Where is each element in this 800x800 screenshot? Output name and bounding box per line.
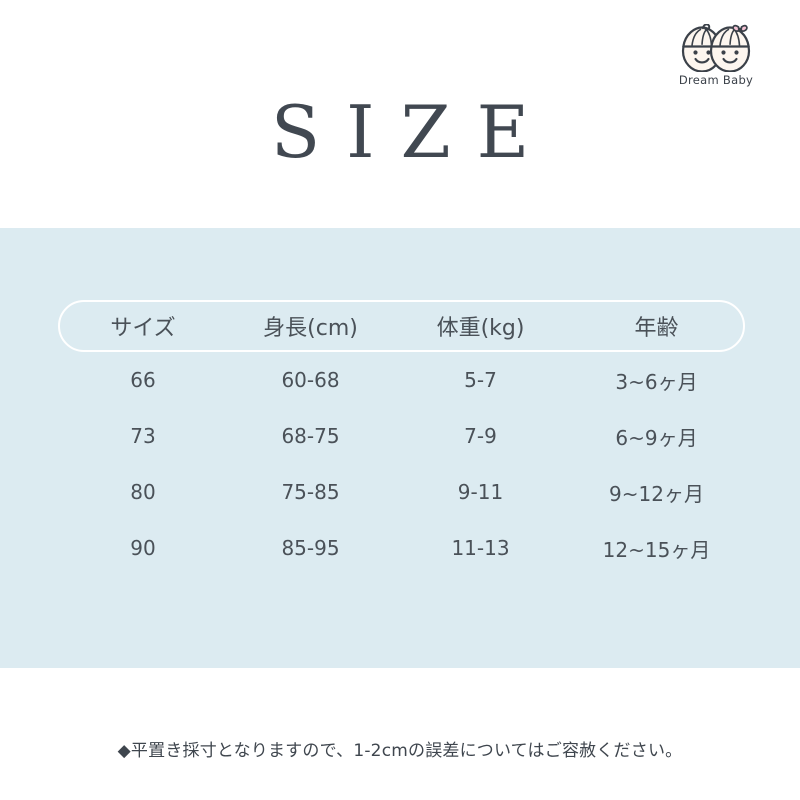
cell-weight: 9-11 bbox=[457, 480, 504, 504]
table-header-pill bbox=[58, 300, 745, 352]
title-band bbox=[0, 0, 800, 228]
brand-logo: Dream Baby bbox=[660, 24, 772, 90]
brand-name: Dream Baby bbox=[678, 73, 754, 87]
table-row: 66 60-68 5-7 3~6ヶ月 bbox=[58, 352, 745, 408]
cell-size: 80 bbox=[130, 480, 156, 504]
twin-babies-icon bbox=[681, 24, 751, 72]
bow-icon bbox=[732, 24, 748, 33]
table-header-row: サイズ 身長(cm) 体重(kg) 年齢 bbox=[58, 300, 745, 352]
table-row: 80 75-85 9-11 9~12ヶ月 bbox=[58, 464, 745, 520]
cell-size: 90 bbox=[130, 536, 156, 560]
cell-age: 9~12ヶ月 bbox=[609, 481, 704, 506]
cell-height: 75-85 bbox=[281, 480, 340, 504]
column-header-age: 年齢 bbox=[634, 316, 679, 341]
cell-size: 73 bbox=[130, 424, 156, 448]
column-header-height: 身長(cm) bbox=[263, 316, 358, 341]
column-header-weight: 体重(kg) bbox=[436, 316, 525, 341]
cell-weight: 5-7 bbox=[464, 368, 497, 392]
cell-weight: 11-13 bbox=[451, 536, 510, 560]
cell-height: 60-68 bbox=[281, 368, 340, 392]
cell-height: 85-95 bbox=[281, 536, 340, 560]
cell-height: 68-75 bbox=[281, 424, 340, 448]
cell-age: 3~6ヶ月 bbox=[615, 369, 698, 394]
cell-size: 66 bbox=[130, 368, 156, 392]
column-header-size: サイズ bbox=[110, 316, 176, 341]
page-title: SIZE bbox=[270, 90, 556, 174]
cell-age: 6~9ヶ月 bbox=[615, 425, 698, 450]
size-table: サイズ 身長(cm) 体重(kg) 年齢 66 60-68 5-7 3~6ヶ月 … bbox=[58, 300, 745, 576]
measurement-disclaimer: ◆平置き採寸となりますので、1-2cmの誤差についてはご容赦ください。 bbox=[117, 741, 683, 761]
size-chart-panel: サイズ 身長(cm) 体重(kg) 年齢 66 60-68 5-7 3~6ヶ月 … bbox=[0, 228, 800, 668]
table-row: 90 85-95 11-13 12~15ヶ月 bbox=[58, 520, 745, 576]
cell-weight: 7-9 bbox=[464, 424, 497, 448]
cell-age: 12~15ヶ月 bbox=[602, 537, 711, 562]
table-row: 73 68-75 7-9 6~9ヶ月 bbox=[58, 408, 745, 464]
